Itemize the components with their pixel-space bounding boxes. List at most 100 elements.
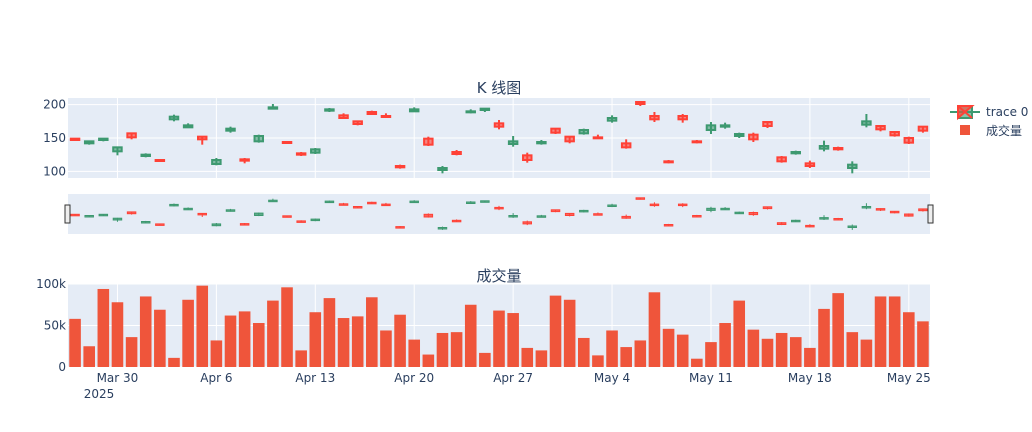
volume-bar[interactable]: [832, 293, 844, 367]
candle[interactable]: [295, 152, 307, 156]
volume-bar[interactable]: [351, 316, 364, 367]
volume-bar[interactable]: [818, 308, 830, 367]
volume-bar[interactable]: [662, 328, 675, 367]
volume-bar[interactable]: [747, 329, 760, 367]
volume-bar[interactable]: [507, 313, 519, 367]
candle[interactable]: [748, 132, 759, 142]
volume-bar[interactable]: [450, 332, 463, 367]
volume-series[interactable]: [69, 285, 929, 367]
candle[interactable]: [790, 150, 801, 155]
volume-bar[interactable]: [97, 288, 110, 367]
candle[interactable]: [211, 158, 222, 166]
volume-chart[interactable]: 0 50k 100k 成交量: [36, 267, 930, 374]
candle[interactable]: [225, 126, 236, 133]
volume-bar[interactable]: [69, 318, 81, 367]
volume-bar[interactable]: [705, 342, 717, 367]
volume-bar[interactable]: [691, 358, 703, 367]
candle[interactable]: [239, 158, 250, 164]
candle[interactable]: [903, 136, 915, 144]
volume-bar[interactable]: [648, 292, 661, 367]
candle[interactable]: [310, 148, 321, 154]
candle[interactable]: [451, 150, 462, 156]
candle[interactable]: [522, 152, 533, 163]
volume-bar[interactable]: [917, 321, 929, 367]
volume-bar[interactable]: [719, 323, 731, 367]
candle[interactable]: [281, 141, 293, 144]
candle[interactable]: [423, 136, 434, 146]
volume-bar[interactable]: [775, 332, 788, 367]
volume-bar[interactable]: [549, 295, 562, 367]
volume-bar[interactable]: [111, 302, 124, 367]
volume-bar[interactable]: [606, 330, 618, 367]
volume-bar[interactable]: [224, 315, 237, 367]
volume-bar[interactable]: [620, 347, 632, 367]
candle[interactable]: [875, 125, 886, 132]
candle[interactable]: [112, 146, 123, 156]
volume-bar[interactable]: [196, 285, 209, 367]
candle[interactable]: [620, 139, 632, 149]
volume-bar[interactable]: [804, 347, 816, 367]
volume-bar[interactable]: [860, 339, 873, 367]
candle[interactable]: [126, 132, 137, 140]
candle[interactable]: [394, 164, 406, 169]
legend-item-trace-0[interactable]: trace 0: [950, 105, 1028, 121]
volume-bar[interactable]: [366, 297, 378, 367]
candle[interactable]: [98, 137, 109, 142]
candle[interactable]: [818, 140, 830, 152]
candle[interactable]: [705, 122, 717, 134]
volume-bar[interactable]: [903, 312, 915, 367]
volume-bar[interactable]: [182, 299, 194, 367]
volume-bar[interactable]: [154, 309, 166, 367]
candle[interactable]: [338, 113, 349, 120]
volume-bar[interactable]: [281, 287, 293, 367]
candle[interactable]: [762, 121, 773, 128]
candle[interactable]: [324, 108, 335, 112]
candle[interactable]: [917, 125, 929, 133]
candle[interactable]: [154, 159, 166, 162]
volume-bar[interactable]: [210, 340, 223, 367]
candle[interactable]: [267, 104, 279, 110]
volume-bar[interactable]: [267, 300, 279, 367]
candle[interactable]: [564, 135, 575, 144]
candle[interactable]: [493, 120, 505, 130]
candle[interactable]: [465, 109, 476, 114]
volume-bar[interactable]: [479, 352, 491, 367]
volume-bar[interactable]: [394, 314, 406, 367]
volume-bar[interactable]: [789, 337, 802, 367]
candle[interactable]: [635, 101, 646, 106]
volume-bar[interactable]: [238, 311, 251, 367]
volume-bar[interactable]: [337, 318, 350, 367]
legend[interactable]: trace 0 成交量: [950, 105, 1028, 138]
candlestick-series[interactable]: [69, 101, 929, 174]
candle[interactable]: [719, 122, 731, 129]
volume-bar[interactable]: [309, 312, 322, 367]
volume-bar[interactable]: [563, 299, 576, 367]
volume-bar[interactable]: [521, 347, 534, 367]
candle[interactable]: [861, 114, 872, 128]
candle[interactable]: [197, 135, 208, 145]
candle[interactable]: [889, 131, 900, 137]
candle[interactable]: [550, 127, 561, 134]
candle[interactable]: [578, 128, 590, 135]
candle[interactable]: [677, 114, 688, 123]
candle[interactable]: [479, 107, 491, 112]
candlestick-chart[interactable]: 100 150 200 K 线图: [43, 79, 930, 178]
volume-bar[interactable]: [733, 300, 746, 367]
candle[interactable]: [733, 132, 745, 138]
candle[interactable]: [507, 136, 519, 147]
volume-bar[interactable]: [493, 310, 505, 367]
volume-bar[interactable]: [380, 330, 392, 367]
candle[interactable]: [691, 140, 703, 144]
candle[interactable]: [592, 134, 604, 140]
candle[interactable]: [253, 134, 265, 143]
volume-bar[interactable]: [252, 323, 265, 367]
volume-bar[interactable]: [888, 296, 901, 367]
volume-bar[interactable]: [295, 350, 307, 367]
volume-bar[interactable]: [592, 355, 604, 367]
volume-bar[interactable]: [577, 337, 590, 367]
volume-bar[interactable]: [846, 332, 859, 367]
candle[interactable]: [69, 137, 81, 142]
candle[interactable]: [663, 160, 674, 164]
candle[interactable]: [352, 120, 363, 126]
candle[interactable]: [804, 160, 816, 168]
